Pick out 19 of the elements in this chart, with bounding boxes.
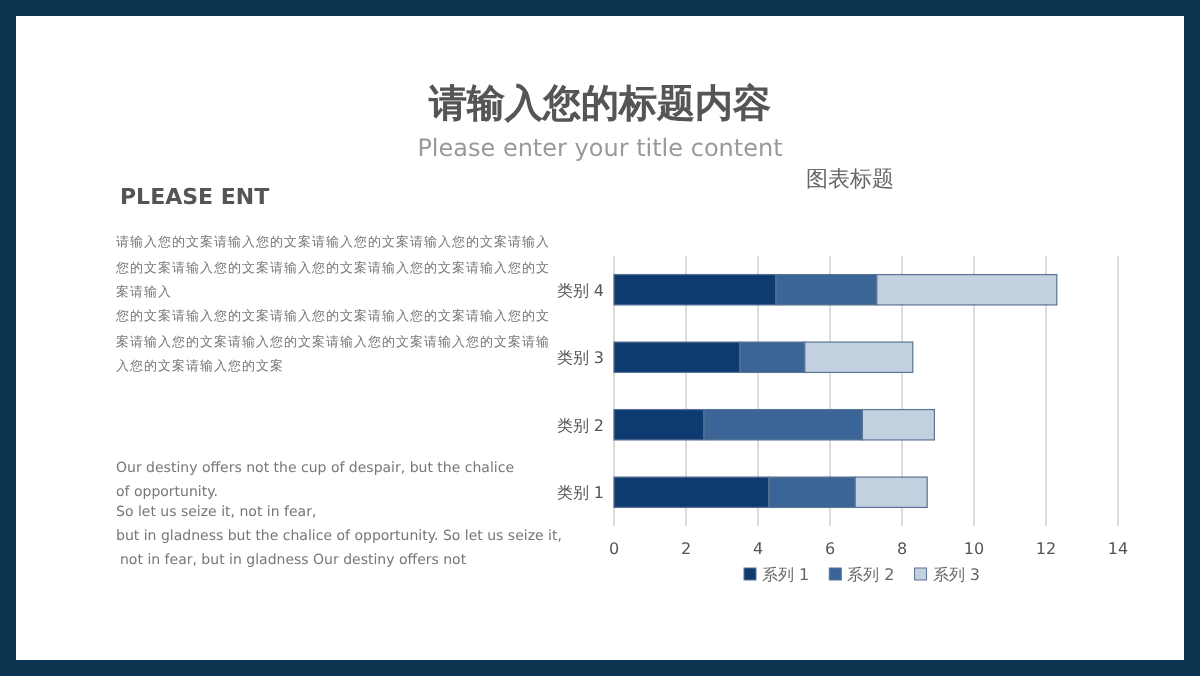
legend-label: 系列 2 xyxy=(847,566,895,584)
x-tick-label: 14 xyxy=(1107,540,1129,558)
x-tick-label: 10 xyxy=(963,540,985,558)
x-tick-label: 12 xyxy=(1035,540,1057,558)
y-tick-label: 类别 1 xyxy=(556,484,604,503)
legend-label: 系列 1 xyxy=(762,566,810,584)
x-tick-label: 4 xyxy=(752,540,764,558)
legend-label: 系列 3 xyxy=(932,566,980,584)
x-tick-label: 8 xyxy=(896,540,908,558)
text: 图表标题 xyxy=(806,166,894,192)
x-tick-label: 6 xyxy=(824,540,836,558)
x-tick-label: 0 xyxy=(608,540,620,558)
chart-title: 请输入您的标题内容 xyxy=(427,82,771,126)
y-tick-label: 类别 2 xyxy=(556,416,604,435)
y-tick-label: 类别 4 xyxy=(556,281,604,300)
text: PLEASE ENT xyxy=(120,184,270,210)
chart-subtitle: Please enter your title content xyxy=(417,134,784,162)
y-tick-label: 类别 3 xyxy=(556,349,604,368)
x-tick-label: 2 xyxy=(680,540,692,558)
